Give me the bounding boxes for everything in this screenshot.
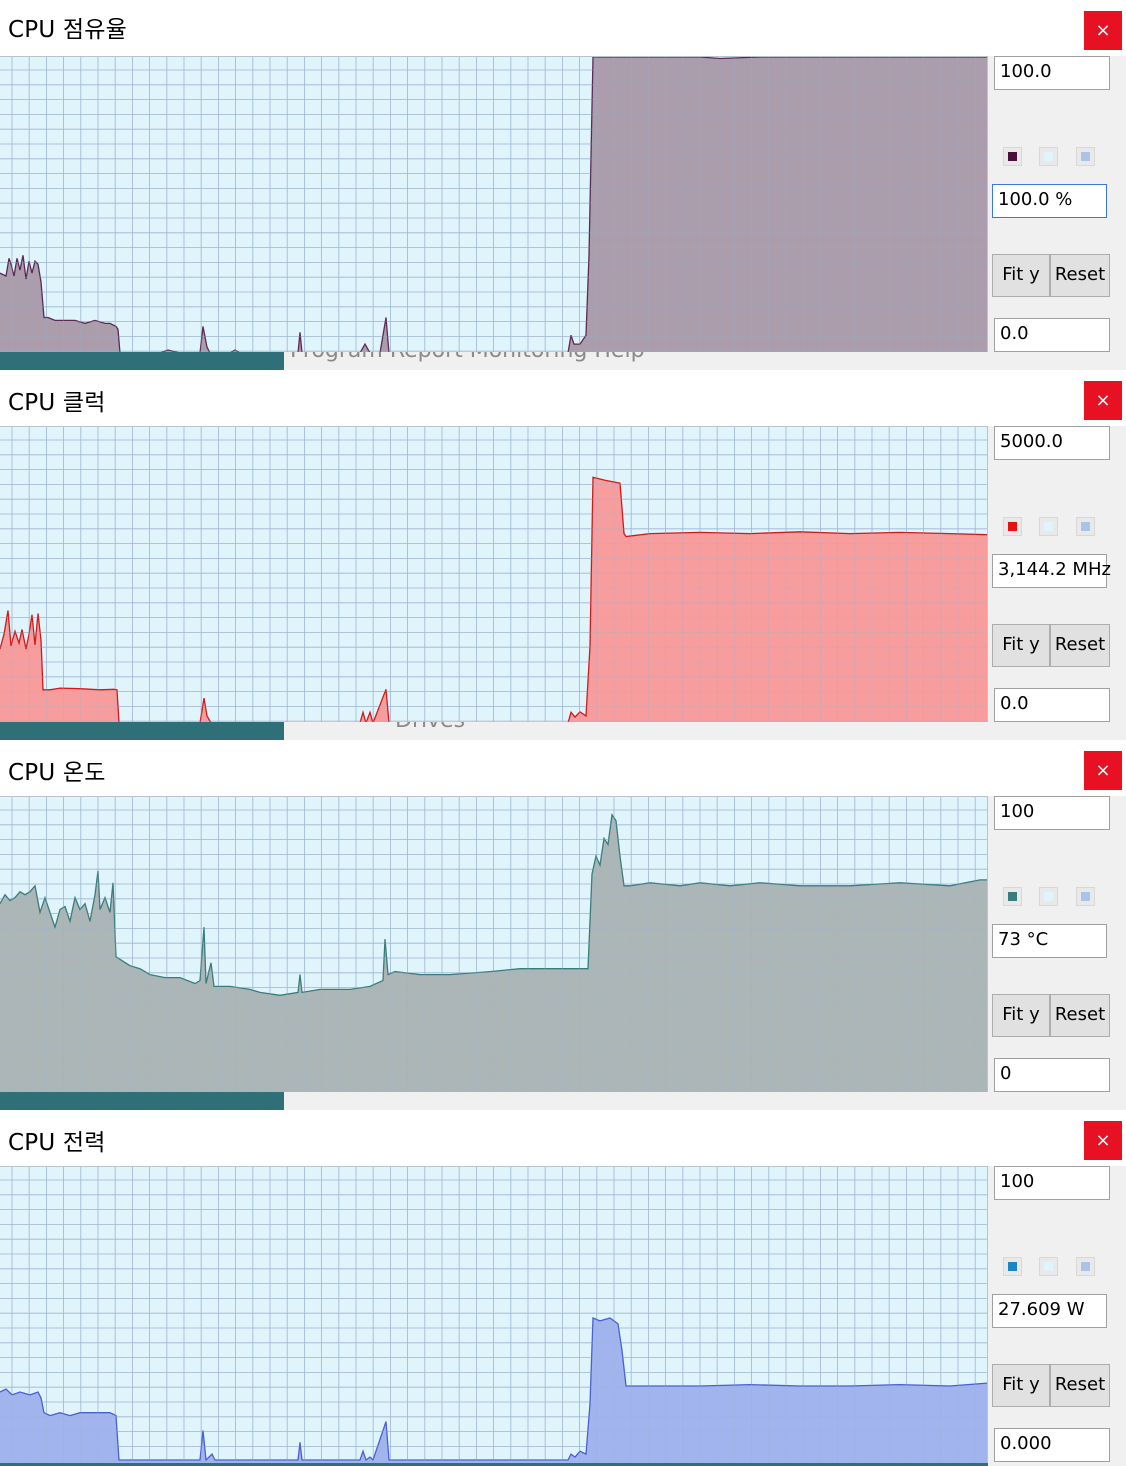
series-color-swatch[interactable] [1003,1257,1022,1276]
background-window-strip: Program Report Monitoring Help [0,352,1126,370]
background-desktop [0,722,284,740]
current-value-field[interactable]: 3,144.2 MHz [992,554,1111,588]
grid-lines [0,57,987,353]
close-button[interactable]: × [1084,11,1122,50]
area-chart [0,797,987,1093]
series-area [0,57,987,353]
background-desktop [0,352,284,370]
chart-controls: 100 27.609 W Fit y Reset 0.000 [988,1166,1126,1466]
series-color-swatch[interactable] [1076,517,1095,536]
chart-plot-area[interactable] [0,1166,988,1463]
series-color-swatch[interactable] [1076,1257,1095,1276]
title-bar[interactable]: CPU 전력 × [0,1110,1126,1166]
background-window-strip [0,1092,1126,1110]
series-area [0,477,987,723]
reset-button[interactable]: Reset [1050,994,1110,1037]
chart-plot-area[interactable] [0,56,988,353]
series-color-swatch[interactable] [1039,1257,1058,1276]
close-button[interactable]: × [1084,751,1122,790]
background-tree-text: Drives [395,722,465,733]
background-menu-text: Program Report Monitoring Help [290,352,645,363]
series-color-swatch[interactable] [1003,887,1022,906]
chart-plot-area[interactable] [0,426,988,723]
chart-plot-area[interactable] [0,796,988,1093]
area-chart [0,1167,987,1463]
series-color-swatch[interactable] [1039,887,1058,906]
series-area [0,1318,987,1463]
series-line [0,1317,987,1462]
window-title: CPU 클럭 [8,390,106,416]
chart-controls: 5000.0 3,144.2 MHz Fit y Reset 0.0 [988,426,1126,726]
area-chart [0,427,987,723]
series-line [0,813,987,996]
series-color-swatch[interactable] [1039,147,1058,166]
grid-lines [0,1167,987,1463]
series-color-swatch[interactable] [1076,147,1095,166]
title-bar[interactable]: CPU 점유율 × [0,0,1126,56]
area-chart [0,57,987,353]
chart-controls: 100.0 100.0 % Fit y Reset 0.0 [988,56,1126,356]
reset-button[interactable]: Reset [1050,1364,1110,1407]
series-color-swatch[interactable] [1039,517,1058,536]
grid-lines [0,797,987,1093]
y-min-field[interactable]: 0.000 [994,1428,1110,1462]
series-color-swatch[interactable] [1076,887,1095,906]
window-title: CPU 전력 [8,1130,106,1156]
window-title: CPU 온도 [8,760,106,786]
fit-y-button[interactable]: Fit y [992,624,1050,667]
y-max-field[interactable]: 100 [994,796,1110,830]
y-min-field[interactable]: 0 [994,1058,1110,1092]
current-value-field[interactable]: 73 °C [992,924,1107,958]
fit-y-button[interactable]: Fit y [992,994,1050,1037]
current-value-field[interactable]: 100.0 % [992,184,1107,218]
background-window-strip: Drives [0,722,1126,740]
background-desktop [0,1092,284,1110]
window-title: CPU 점유율 [8,17,127,43]
y-min-field[interactable]: 0.0 [994,318,1110,352]
series-color-swatch[interactable] [1003,517,1022,536]
fit-y-button[interactable]: Fit y [992,254,1050,297]
reset-button[interactable]: Reset [1050,254,1110,297]
close-button[interactable]: × [1084,381,1122,420]
y-max-field[interactable]: 100 [994,1166,1110,1200]
current-value-field[interactable]: 27.609 W [992,1294,1107,1328]
series-line [0,476,987,723]
fit-y-button[interactable]: Fit y [992,1364,1050,1407]
series-line [0,57,987,353]
series-color-swatch[interactable] [1003,147,1022,166]
y-max-field[interactable]: 100.0 [994,56,1110,90]
reset-button[interactable]: Reset [1050,624,1110,667]
y-max-field[interactable]: 5000.0 [994,426,1110,460]
y-min-field[interactable]: 0.0 [994,688,1110,722]
close-button[interactable]: × [1084,1121,1122,1160]
grid-lines [0,427,987,723]
title-bar[interactable]: CPU 온도 × [0,740,1126,796]
series-area [0,814,987,1093]
chart-controls: 100 73 °C Fit y Reset 0 [988,796,1126,1096]
title-bar[interactable]: CPU 클럭 × [0,370,1126,426]
